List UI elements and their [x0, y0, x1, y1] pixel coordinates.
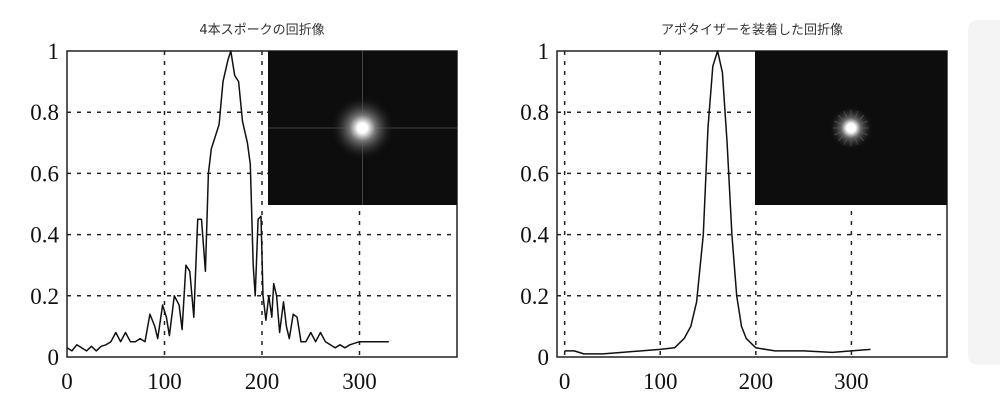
bright-spot — [330, 96, 395, 160]
x-tick-label: 100 — [643, 369, 678, 394]
y-tick-label: 0.2 — [30, 284, 59, 309]
x-tick-label: 300 — [342, 369, 377, 394]
y-tick-label: 0.8 — [520, 100, 549, 125]
x-tick-label: 0 — [61, 369, 73, 394]
diffraction-image-cross — [268, 51, 457, 205]
chart-title-1: 4本スポークの回折像 — [199, 23, 324, 38]
y-tick-label: 1 — [48, 39, 60, 64]
x-tick-label: 200 — [245, 369, 280, 394]
y-tick-label: 0.4 — [30, 223, 59, 248]
y-tick-label: 0 — [538, 345, 550, 370]
y-tick-label: 0.2 — [520, 284, 549, 309]
data-line — [564, 50, 871, 355]
x-tick-label: 100 — [147, 369, 182, 394]
plot-2: 0 100 200 300 0 0.2 0.4 0.6 0.8 1 — [520, 39, 948, 394]
y-tick-label: 0 — [48, 345, 60, 370]
diffraction-image-star — [755, 51, 947, 205]
y-tick-label: 0.6 — [520, 161, 549, 186]
chart-title-2: アポタイザーを装着した回折像 — [661, 22, 843, 38]
x-tick-label: 200 — [739, 369, 774, 394]
y-tick-label: 0.8 — [30, 100, 59, 125]
bright-spot — [829, 106, 873, 150]
x-tick-label: 0 — [559, 369, 571, 394]
y-tick-label: 0.6 — [30, 161, 59, 186]
data-line — [66, 50, 389, 352]
y-tick-label: 1 — [538, 39, 550, 64]
x-tick-label: 300 — [834, 369, 869, 394]
plot-1: 0 100 200 300 0 0.2 0.4 0.6 0.8 1 — [30, 39, 458, 394]
y-tick-label: 0.4 — [520, 223, 549, 248]
page-edge — [968, 20, 1000, 365]
